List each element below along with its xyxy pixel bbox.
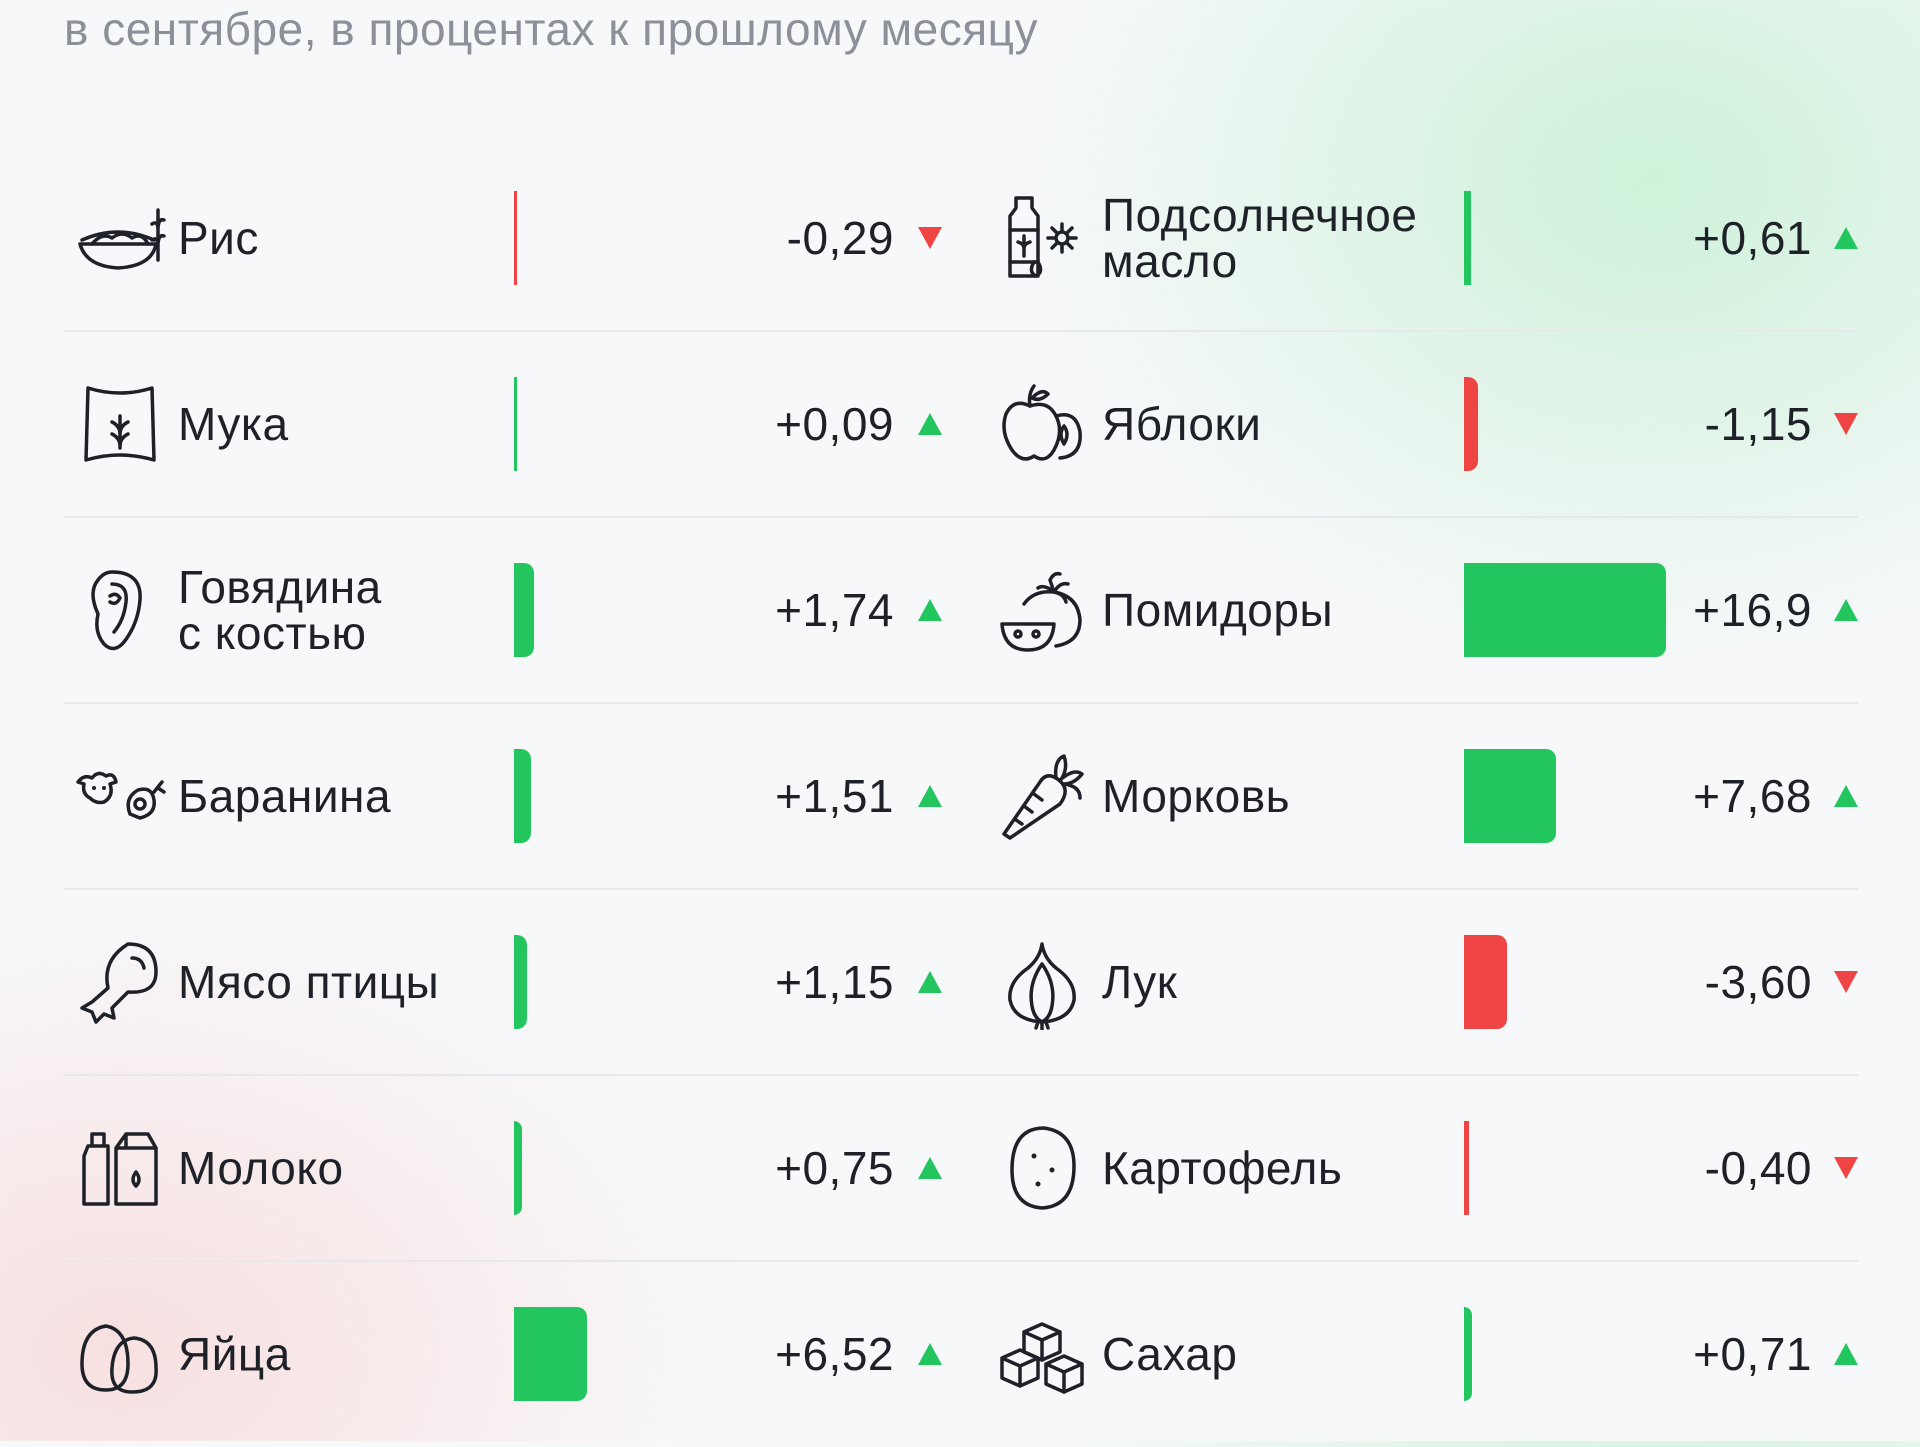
- value-label: +7,68: [1693, 770, 1812, 822]
- value-bar: [514, 1121, 523, 1215]
- value-label: +1,74: [775, 584, 894, 636]
- arrow-up-icon: [916, 410, 944, 438]
- chart-row: Баранина +1,51: [0, 703, 1920, 889]
- chicken-leg-icon: [72, 934, 168, 1030]
- category-label: Яблоки: [1102, 398, 1262, 450]
- arrow-down-icon: [1832, 410, 1860, 438]
- row-divider: [64, 330, 1858, 332]
- category-label: Картофель: [1102, 1142, 1343, 1194]
- value-bar: [1464, 377, 1478, 471]
- value-label: +0,09: [775, 398, 894, 450]
- category-label: Морковь: [1102, 770, 1291, 822]
- chart-row: Помидоры +16,9: [0, 517, 1920, 703]
- chart-row: Лук -3,60: [0, 889, 1920, 1075]
- value-label: -0,29: [786, 212, 894, 264]
- value-label: +0,61: [1693, 212, 1812, 264]
- value-bar: [1464, 563, 1666, 657]
- chart-row: Яблоки -1,15: [0, 331, 1920, 517]
- value-bar: [1464, 1307, 1473, 1401]
- category-label: Помидоры: [1102, 584, 1334, 636]
- value-bar: [1464, 749, 1556, 843]
- arrow-up-icon: [1832, 596, 1860, 624]
- value-bar: [514, 935, 527, 1029]
- chart-subtitle: в сентябре, в процентах к прошлому месяц…: [64, 3, 1038, 55]
- arrow-down-icon: [1832, 968, 1860, 996]
- rice-bowl-icon: [72, 190, 168, 286]
- category-label: Баранина: [178, 770, 392, 822]
- chart-row: Морковь +7,68: [0, 703, 1920, 889]
- row-divider: [64, 888, 1858, 890]
- value-bar: [514, 1307, 588, 1401]
- category-label: Говядина с костью: [178, 561, 382, 659]
- potato-icon: [994, 1120, 1090, 1216]
- category-label: Подсолнечное масло: [1102, 189, 1418, 287]
- apples-icon: [994, 376, 1090, 472]
- chart-row: Мука +0,09: [0, 331, 1920, 517]
- value-bar: [514, 749, 531, 843]
- value-bar: [514, 191, 518, 285]
- value-bar: [1464, 1121, 1469, 1215]
- chart-row: Говядина с костью +1,74: [0, 517, 1920, 703]
- value-bar: [1464, 935, 1508, 1029]
- value-bar: [1464, 191, 1472, 285]
- row-divider: [64, 516, 1858, 518]
- value-label: +0,71: [1693, 1328, 1812, 1380]
- sugar-cubes-icon: [994, 1306, 1090, 1402]
- value-label: +16,9: [1693, 584, 1812, 636]
- oil-bottle-icon: [994, 190, 1090, 286]
- arrow-up-icon: [916, 596, 944, 624]
- value-label: +0,75: [775, 1142, 894, 1194]
- category-label: Сахар: [1102, 1328, 1238, 1380]
- chart-row: Рис -0,29: [0, 145, 1920, 331]
- value-label: +6,52: [775, 1328, 894, 1380]
- arrow-up-icon: [916, 968, 944, 996]
- value-label: +1,15: [775, 956, 894, 1008]
- row-divider: [64, 1260, 1858, 1262]
- milk-bottles-icon: [72, 1120, 168, 1216]
- chart-row: Молоко +0,75: [0, 1075, 1920, 1261]
- chart-row: Сахар +0,71: [0, 1261, 1920, 1447]
- arrow-up-icon: [916, 782, 944, 810]
- value-label: -3,60: [1704, 956, 1812, 1008]
- value-label: -0,40: [1704, 1142, 1812, 1194]
- value-bar: [514, 563, 534, 657]
- eggs-icon: [72, 1306, 168, 1402]
- tomato-icon: [994, 562, 1090, 658]
- chart-row: Мясо птицы +1,15: [0, 889, 1920, 1075]
- arrow-up-icon: [916, 1340, 944, 1368]
- flour-sack-icon: [72, 376, 168, 472]
- category-label: Лук: [1102, 956, 1178, 1008]
- row-divider: [64, 1074, 1858, 1076]
- arrow-down-icon: [1832, 1154, 1860, 1182]
- onion-icon: [994, 934, 1090, 1031]
- category-label: Мясо птицы: [178, 956, 440, 1008]
- arrow-up-icon: [916, 1154, 944, 1182]
- chart-row: Картофель -0,40: [0, 1075, 1920, 1261]
- carrot-icon: [994, 748, 1090, 844]
- category-label: Рис: [178, 212, 259, 264]
- chart-row: Яйца +6,52: [0, 1261, 1920, 1447]
- category-label: Яйца: [178, 1328, 291, 1380]
- chart-row: Подсолнечное масло +0,61: [0, 145, 1920, 331]
- category-label: Молоко: [178, 1142, 344, 1194]
- value-label: +1,51: [775, 770, 894, 822]
- steak-icon: [72, 562, 168, 658]
- row-divider: [64, 702, 1858, 704]
- arrow-up-icon: [1832, 782, 1860, 810]
- category-label: Мука: [178, 398, 289, 450]
- arrow-up-icon: [1832, 224, 1860, 252]
- arrow-up-icon: [1832, 1340, 1860, 1368]
- sheep-meat-icon: [72, 748, 168, 844]
- value-bar: [514, 377, 517, 471]
- value-label: -1,15: [1704, 398, 1812, 450]
- arrow-down-icon: [916, 224, 944, 252]
